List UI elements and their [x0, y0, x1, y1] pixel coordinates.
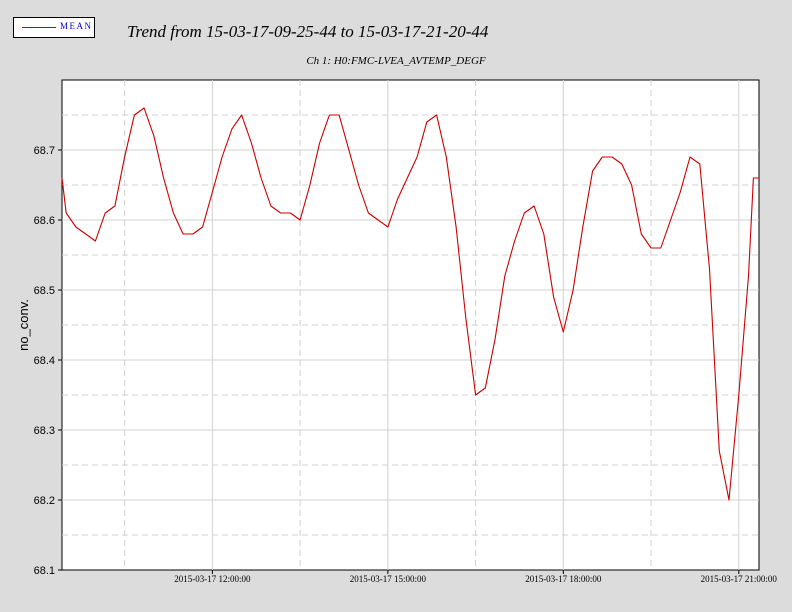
- x-tick-label: 2015-03-17 21:00:00: [701, 574, 778, 584]
- series-group: [61, 107, 759, 501]
- x-tick-label: 2015-03-17 18:00:00: [525, 574, 602, 584]
- y-tick-label: 68.4: [34, 355, 55, 367]
- y-tick-label: 68.2: [34, 495, 55, 507]
- y-tick-label: 68.5: [34, 285, 55, 297]
- x-axis: 2015-03-17 12:00:00 2015-03-17 15:00:00 20…: [174, 570, 777, 584]
- series-line-mean: [61, 107, 759, 501]
- grid: [62, 80, 759, 570]
- chart-title: Trend from 15-03-17-09-25-44 to 15-03-17…: [127, 22, 489, 41]
- legend-label: MEAN: [60, 21, 93, 31]
- y-tick-label: 68.1: [34, 565, 55, 577]
- x-tick-label: 2015-03-17 12:00:00: [174, 574, 251, 584]
- y-tick-label: 68.6: [34, 215, 55, 227]
- x-tick-label: 2015-03-17 15:00:00: [350, 574, 427, 584]
- y-axis-label: no_conv.: [16, 299, 31, 351]
- legend: MEAN: [13, 17, 95, 38]
- legend-swatch: [22, 27, 56, 28]
- chart-subtitle: Ch 1: H0:FMC-LVEA_AVTEMP_DEGF: [306, 55, 486, 67]
- y-axis: 68.1 68.2 68.3 68.4 68.5 68.6 68.7: [34, 145, 62, 577]
- y-tick-label: 68.3: [34, 425, 55, 437]
- y-tick-label: 68.7: [34, 145, 55, 157]
